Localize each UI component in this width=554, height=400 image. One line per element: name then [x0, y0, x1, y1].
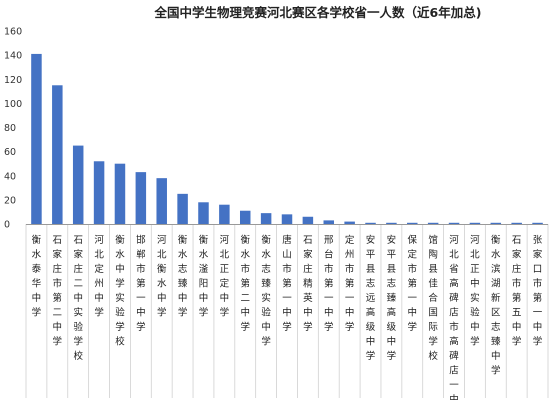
bar	[177, 193, 188, 224]
category-label: 衡水志臻中学	[178, 234, 188, 319]
y-tick-label: 0	[4, 220, 10, 231]
category-label: 石家庄市第五中学	[512, 235, 522, 348]
category-label: 河北正定中学	[220, 234, 230, 319]
y-tick-label: 20	[4, 195, 16, 206]
y-axis: 0 20 40 60 80 100 120 140 160	[4, 27, 22, 231]
bar	[135, 172, 147, 224]
chart-title: 全国中学生物理竞赛河北赛区各学校省一人数（近6年加总)	[154, 5, 482, 20]
category-label: 唐山市第一中学	[282, 234, 292, 333]
bar	[114, 163, 126, 224]
category-label: 石家庄精英中学	[303, 235, 313, 333]
bar	[532, 222, 543, 224]
bar	[281, 214, 293, 224]
bars	[31, 53, 543, 225]
bar	[323, 220, 335, 224]
bar	[448, 222, 460, 224]
category-label: 张家口市第一中学	[533, 235, 543, 348]
bar	[31, 53, 42, 225]
y-tick-label: 40	[4, 171, 16, 182]
category-label: 石家庄市第二中学	[53, 235, 63, 348]
bar	[260, 213, 272, 224]
category-label: 安平县志远高级中学	[366, 234, 376, 362]
y-tick-label: 160	[4, 27, 22, 38]
bar	[490, 222, 502, 224]
category-label: 衡水滏阳中学	[199, 234, 209, 319]
y-tick-label: 80	[4, 123, 16, 134]
bar	[72, 145, 84, 224]
category-label: 衡水志臻实验中学	[261, 234, 271, 348]
bar	[386, 222, 397, 224]
category-label: 邯郸市第一中学	[136, 234, 146, 333]
y-tick-label: 120	[4, 75, 22, 86]
bar	[198, 202, 209, 224]
category-label: 馆陶县佳合国际学校	[428, 234, 438, 362]
category-label: 河北定州中学	[94, 234, 104, 319]
category-label: 定州市第一中学	[345, 234, 355, 333]
category-label: 保定市第一中学	[408, 234, 418, 333]
bar	[219, 204, 230, 224]
y-tick-label: 100	[4, 99, 22, 110]
bar	[469, 222, 481, 224]
category-label: 安平县志臻高级中学	[387, 234, 397, 362]
bar	[93, 161, 105, 224]
category-label: 衡水中学实验学校	[115, 234, 125, 348]
category-label: 衡水滨湖新区志臻中学	[491, 234, 501, 377]
bar	[52, 85, 63, 224]
category-label: 邢台市第一中学	[324, 235, 334, 333]
bar	[302, 216, 314, 224]
category-label: 河北衡水中学	[157, 234, 167, 319]
bar	[407, 222, 418, 224]
bar	[427, 222, 439, 224]
y-tick-label: 60	[4, 147, 16, 158]
bar	[511, 222, 522, 224]
category-label: 衡水市第二中学	[240, 234, 250, 333]
category-label: 石家庄二中实验学校	[73, 235, 83, 362]
bar	[344, 221, 355, 224]
category-label: 河北正中实验中学	[470, 234, 480, 348]
category-label: 河北省高碑店市高碑店一中	[449, 234, 459, 400]
bar	[365, 222, 376, 224]
y-tick-label: 140	[4, 51, 22, 62]
bar	[156, 178, 167, 224]
category-label: 衡水泰华中学	[32, 234, 42, 319]
bar	[239, 210, 251, 224]
